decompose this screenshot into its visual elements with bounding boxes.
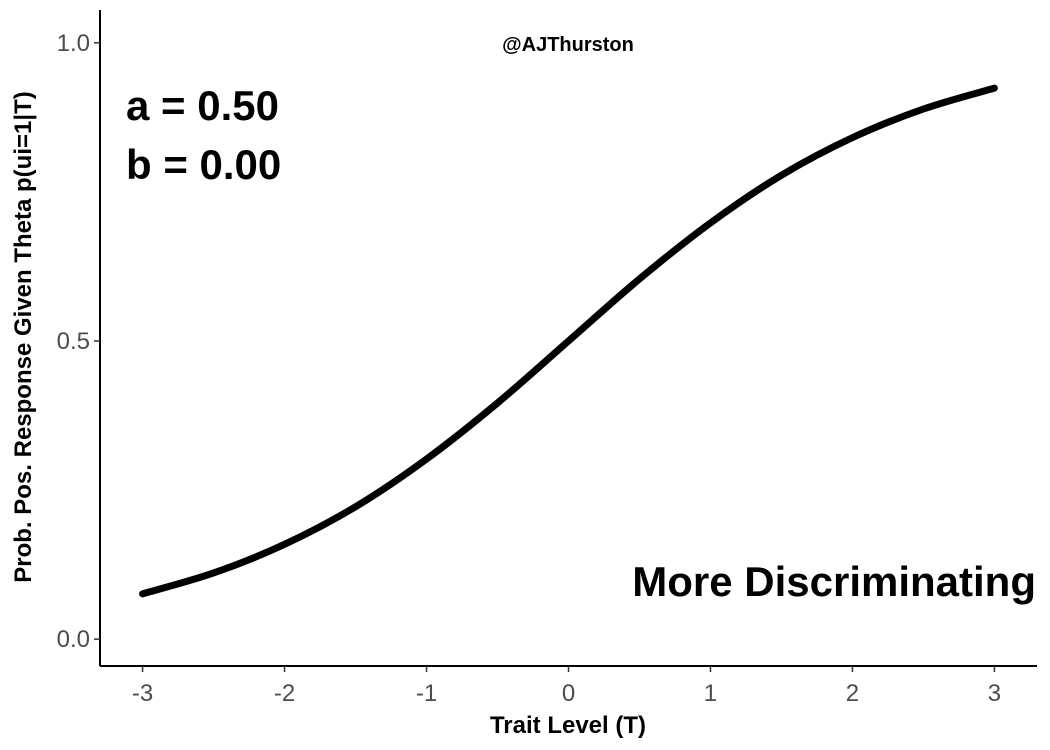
icc-curve-line (139, 84, 998, 598)
x-tick-label: -1 (416, 680, 437, 707)
param-b-label: b = 0.00 (126, 141, 281, 188)
param-a-label: a = 0.50 (126, 82, 279, 129)
watermark: @AJThurston (502, 34, 634, 56)
x-tick-label: -3 (132, 680, 153, 707)
y-tick-label: 0.0 (57, 626, 90, 653)
y-tick-label: 1.0 (57, 30, 90, 57)
x-tick-label: 3 (988, 680, 1001, 707)
x-axis-title: Trait Level (T) (490, 712, 646, 739)
x-tick-label: -2 (274, 680, 295, 707)
ticks: -3 -2 -1 0 1 2 3 0.0 0.5 1.0 (57, 30, 1001, 707)
x-tick-label: 2 (846, 680, 859, 707)
x-tick-label: 0 (562, 680, 575, 707)
y-tick-label: 0.5 (57, 328, 90, 355)
annotation-note: More Discriminating (632, 558, 1036, 605)
series (139, 84, 998, 598)
x-tick-label: 1 (704, 680, 717, 707)
y-axis-title: Prob. Pos. Response Given Theta p(ui=1|T… (10, 91, 37, 582)
